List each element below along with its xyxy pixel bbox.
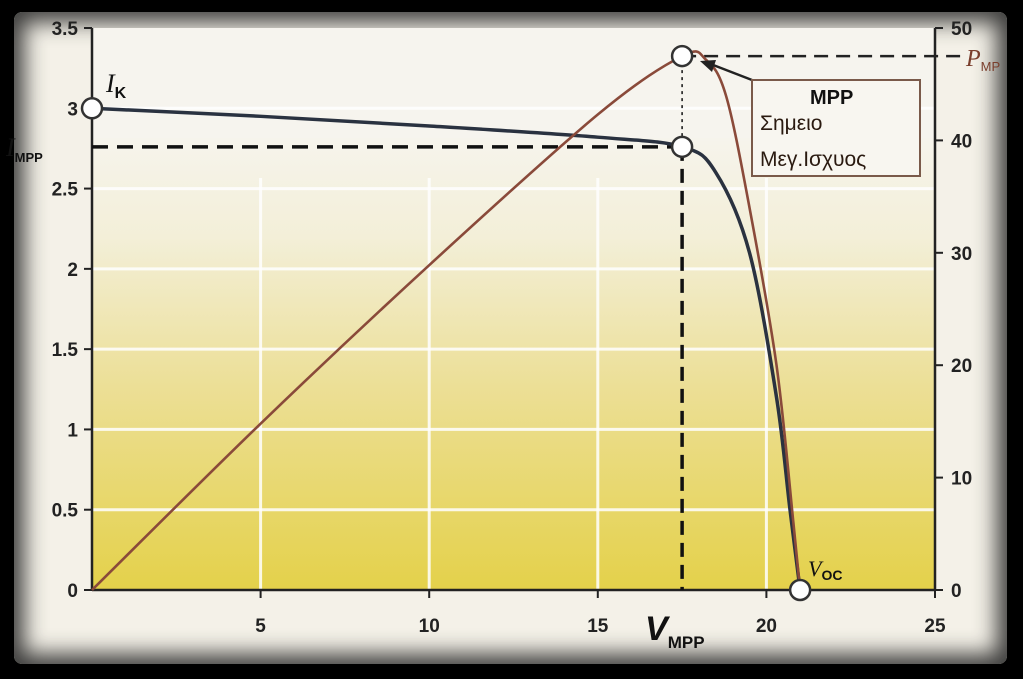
y-right-tick-label: 20 <box>951 356 972 377</box>
y-right-tick-label: 0 <box>951 581 962 602</box>
impp-label: IMPP <box>5 133 43 165</box>
plot-background <box>92 138 935 590</box>
y-right-tick-label: 40 <box>951 131 972 152</box>
ik-marker <box>80 97 104 120</box>
y-right-tick-label: 30 <box>951 244 972 265</box>
mpp-callout-line1: Σημειο <box>760 112 822 135</box>
y-right-tick-label: 50 <box>951 19 972 40</box>
mpp-callout-line2: Μεγ.Ισχυος <box>760 148 866 171</box>
mpp-callout-arrowhead <box>700 60 716 72</box>
y-left-tick-label: 0.5 <box>52 501 79 522</box>
y-right-tick-label: 10 <box>951 469 972 490</box>
power-curve <box>91 50 802 591</box>
x-tick-label: 5 <box>255 616 266 637</box>
voc-label: VOC <box>808 556 842 583</box>
mpp-callout-box <box>751 79 921 177</box>
voc-marker <box>788 578 812 602</box>
x-tick-label: 20 <box>756 616 777 637</box>
ik-label: IK <box>105 69 127 102</box>
y-left-tick-label: 2.5 <box>52 180 79 201</box>
y-left-tick-label: 2 <box>67 260 78 281</box>
y-left-tick-label: 1.5 <box>52 340 79 361</box>
grid <box>92 106 935 590</box>
x-tick-label: 15 <box>587 616 609 637</box>
mpp-callout-title: MPP <box>810 87 853 109</box>
vmpp-label: VMPP <box>645 610 705 652</box>
y-left-tick-label: 3.5 <box>52 19 79 40</box>
x-tick-label: 25 <box>924 616 946 637</box>
markers <box>80 44 812 602</box>
pmpp-label: PMP <box>965 46 1000 74</box>
x-tick-label: 10 <box>419 616 440 637</box>
mpp-callout-pointer <box>707 61 753 82</box>
y-left-tick-label: 0 <box>67 581 78 602</box>
y-left-tick-label: 3 <box>67 99 78 120</box>
mpp-current-marker <box>670 135 694 159</box>
y-left-tick-label: 1 <box>67 420 78 441</box>
mpp-power-marker <box>670 44 694 68</box>
mpp-callout: MPP Σημειο Μεγ.Ισχυος <box>700 60 921 177</box>
